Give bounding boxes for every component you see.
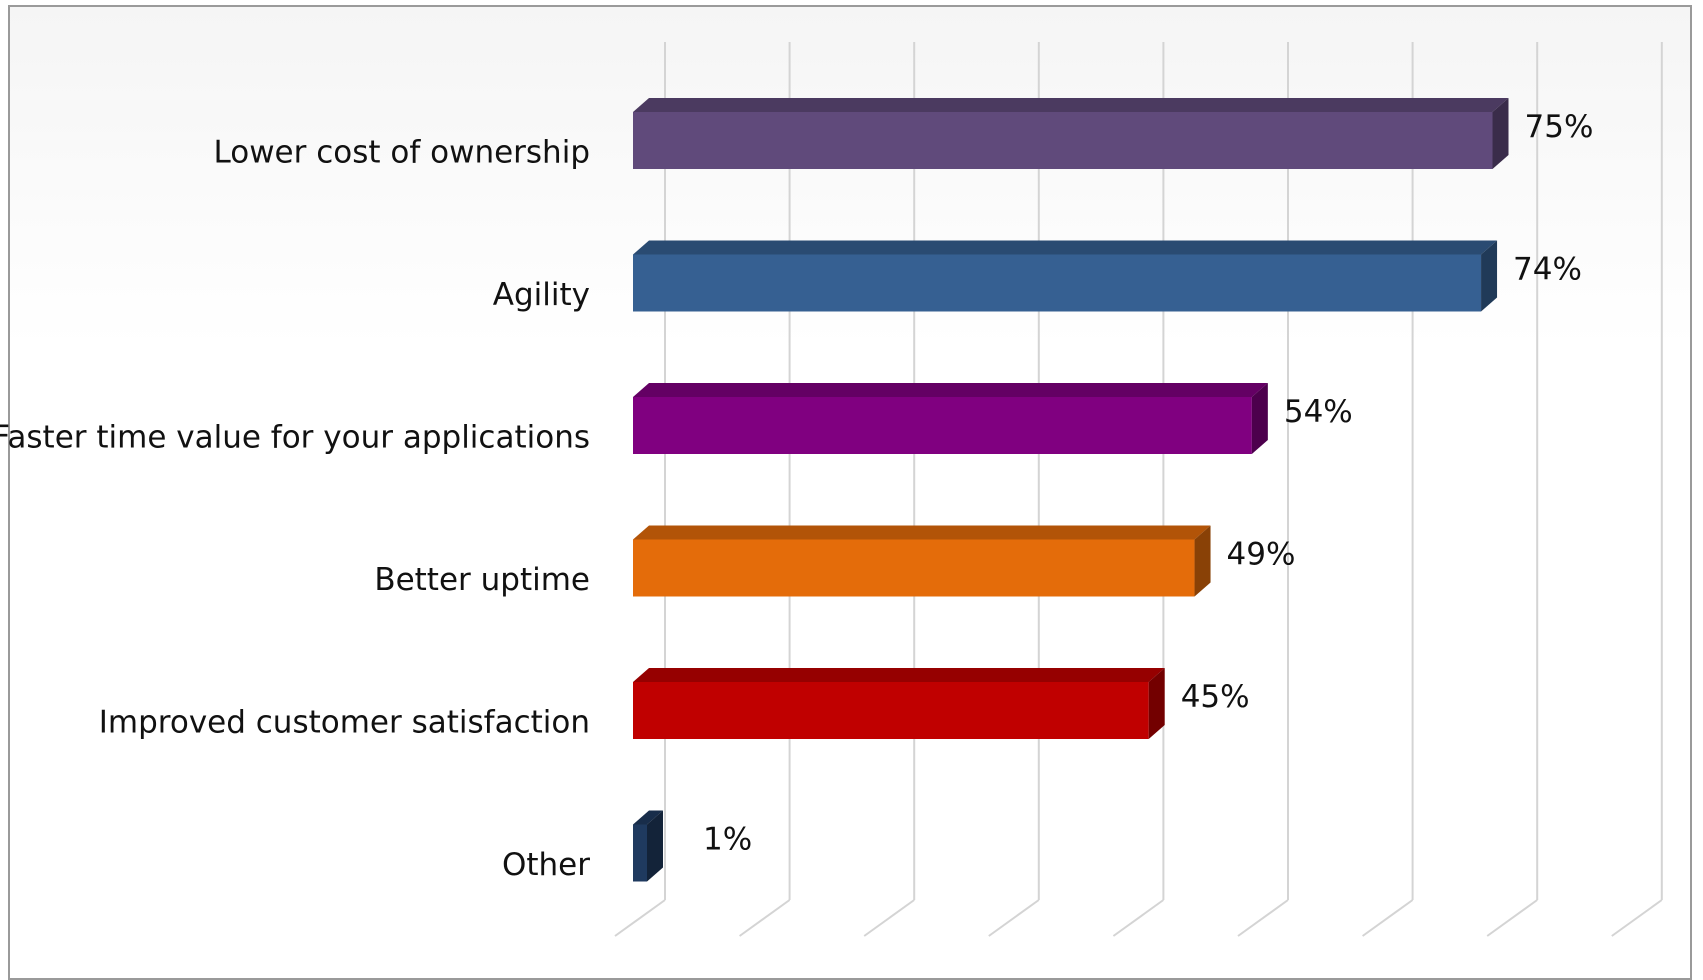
floor-gridline — [1486, 899, 1538, 937]
bar-top — [633, 240, 1498, 255]
bar-front — [633, 397, 1252, 454]
floor-gridline — [988, 899, 1040, 937]
value-label: 45% — [1181, 679, 1250, 715]
bar-front — [633, 539, 1195, 597]
category-label: Faster time value for your applications — [0, 420, 590, 456]
value-label: 75% — [1525, 109, 1594, 145]
category-label: Improved customer satisfaction — [99, 705, 590, 741]
category-label: Better uptime — [374, 562, 590, 598]
bars-layer — [633, 98, 1509, 882]
grid-layer — [614, 42, 1663, 937]
floor-gridline — [614, 899, 666, 937]
bar-side — [1251, 383, 1268, 454]
value-label: 1% — [703, 822, 752, 858]
bar-side — [1148, 668, 1165, 739]
bar-top — [633, 810, 663, 825]
bar-top — [633, 383, 1268, 397]
floor-gridline — [1362, 899, 1414, 937]
bar-side — [1492, 98, 1509, 169]
bar-2 — [633, 240, 1498, 312]
floor-gridline — [1237, 899, 1289, 937]
value-label: 54% — [1284, 394, 1353, 430]
bar-top — [633, 668, 1165, 682]
bar-front — [633, 682, 1149, 739]
bar-top — [633, 98, 1509, 112]
value-label: 49% — [1227, 537, 1296, 573]
bar-front — [633, 824, 647, 882]
floor-gridline — [863, 899, 915, 937]
bar-front — [633, 112, 1493, 169]
bar-3 — [633, 383, 1268, 454]
floor-gridline — [1611, 899, 1663, 937]
bar-4 — [633, 525, 1211, 597]
bar-front — [633, 254, 1482, 312]
value-label: 74% — [1513, 252, 1582, 288]
floor-gridline — [1112, 899, 1164, 937]
bar-5 — [633, 668, 1165, 739]
bar-top — [633, 525, 1211, 540]
category-label: Agility — [493, 277, 590, 313]
category-label: Lower cost of ownership — [214, 135, 591, 171]
labels-layer: Lower cost of ownership 75% Agility 74% Fast… — [0, 109, 1593, 883]
floor-gridline — [739, 899, 791, 937]
bar-side — [1194, 525, 1211, 597]
bar-1 — [633, 98, 1509, 169]
bar-side — [647, 810, 663, 882]
bar-side — [1481, 240, 1498, 312]
bar-6 — [633, 810, 663, 882]
category-label: Other — [502, 847, 590, 883]
